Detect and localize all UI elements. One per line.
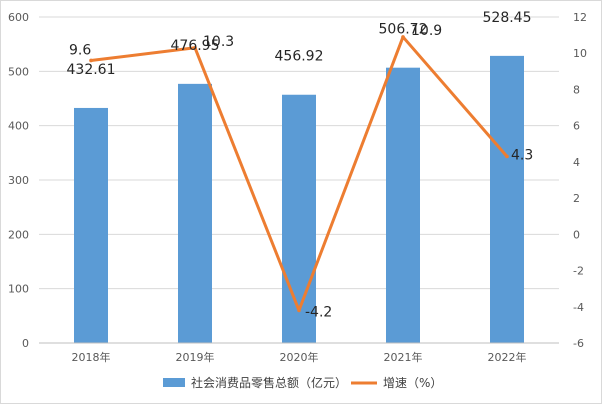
x-tick-label: 2019年 (176, 350, 215, 364)
line-point (193, 45, 197, 50)
y-right-tick-label: -2 (573, 265, 584, 278)
y-left-tick-label: 100 (8, 283, 29, 296)
line-value-label: 4.3 (511, 147, 533, 163)
y-right-tick-label: 12 (573, 11, 587, 24)
y-left-tick-label: 400 (8, 120, 29, 133)
bar-value-label: 456.92 (275, 49, 324, 65)
legend-label-bar: 社会消费品零售总额（亿元） (191, 375, 347, 390)
y-right-tick-label: 4 (573, 156, 580, 169)
x-tick-label: 2022年 (488, 350, 527, 364)
x-tick-label: 2021年 (384, 350, 423, 364)
line-point (401, 35, 405, 39)
legend-swatch-bar (163, 378, 185, 387)
line-point (297, 308, 301, 313)
line-point (505, 154, 509, 159)
y-right-tick-label: 2 (573, 192, 580, 205)
line-value-label: 10.9 (411, 23, 442, 39)
bar (386, 67, 420, 344)
line-value-label: 9.6 (69, 42, 91, 58)
x-tick-label: 2020年 (280, 350, 319, 364)
y-left-tick-label: 200 (8, 228, 29, 241)
y-left-tick-label: 500 (8, 65, 29, 78)
legend-label-line: 增速（%） (383, 376, 442, 390)
y-right-tick-label: 6 (573, 120, 580, 133)
x-tick-label: 2018年 (72, 350, 111, 364)
bar-value-label: 432.61 (67, 62, 116, 78)
bar (178, 83, 212, 343)
y-right-tick-label: 8 (573, 83, 580, 96)
y-left-tick-label: 0 (22, 337, 29, 350)
y-right-tick-label: 10 (573, 47, 587, 60)
bar-value-label: 528.45 (483, 10, 532, 26)
line-point (89, 58, 93, 63)
bar (490, 55, 524, 344)
y-right-tick-label: -6 (573, 337, 584, 350)
bar (74, 107, 108, 343)
bar (282, 94, 316, 343)
y-right-tick-label: -4 (573, 301, 584, 314)
y-right-tick-label: 0 (573, 228, 580, 241)
y-left-tick-label: 300 (8, 174, 29, 187)
line-value-label: 10.3 (203, 34, 234, 50)
bar-value-label: 476.95 (171, 38, 220, 54)
bar-value-label: 506.72 (379, 22, 428, 38)
y-left-tick-label: 600 (8, 11, 29, 24)
line-value-label: -4.2 (305, 304, 332, 320)
